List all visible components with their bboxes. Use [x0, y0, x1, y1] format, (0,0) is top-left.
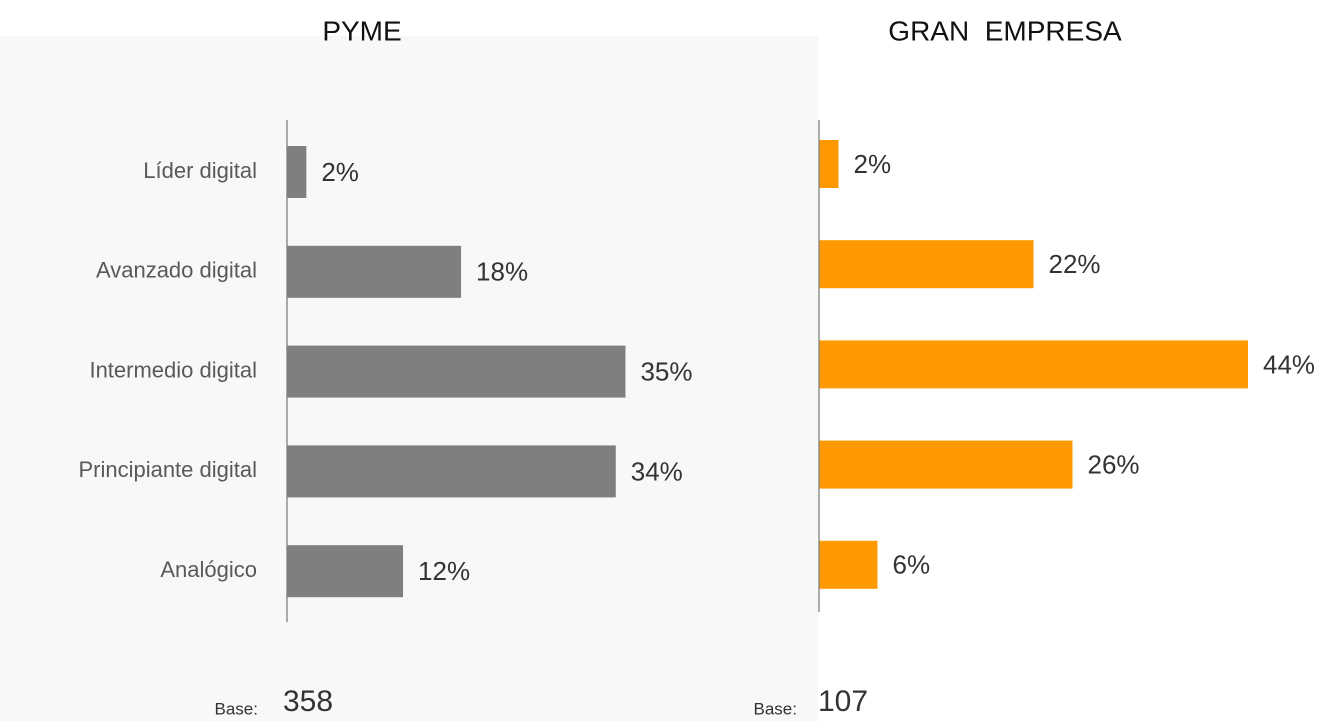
- bar: [819, 540, 878, 589]
- category-label: Avanzado digital: [96, 258, 257, 283]
- bar: [287, 245, 462, 298]
- value-label: 22%: [1049, 249, 1101, 279]
- bar: [287, 345, 626, 398]
- base-value: 107: [818, 685, 868, 718]
- bar: [287, 146, 307, 198]
- bar: [819, 340, 1248, 389]
- value-label: 12%: [418, 556, 470, 586]
- category-label: Intermedio digital: [89, 357, 257, 382]
- chart-title: GRAN EMPRESA: [888, 15, 1122, 46]
- bar: [819, 140, 839, 188]
- value-label: 2%: [854, 149, 892, 179]
- value-label: 2%: [321, 157, 359, 187]
- value-label: 35%: [640, 356, 692, 386]
- value-label: 26%: [1088, 449, 1140, 479]
- value-label: 34%: [631, 456, 683, 486]
- category-label: Principiante digital: [78, 457, 257, 482]
- base-label: Base:: [215, 699, 258, 718]
- base-label: Base:: [754, 699, 797, 718]
- chart-title: PYME: [322, 15, 401, 46]
- category-label: Líder digital: [143, 158, 257, 183]
- bar: [287, 445, 616, 498]
- category-label: Analógico: [160, 557, 257, 582]
- bar: [819, 440, 1073, 489]
- bar: [287, 545, 404, 598]
- bar: [819, 240, 1034, 289]
- value-label: 6%: [893, 550, 931, 580]
- value-label: 18%: [476, 257, 528, 287]
- value-label: 44%: [1263, 349, 1315, 379]
- base-value: 358: [283, 685, 333, 718]
